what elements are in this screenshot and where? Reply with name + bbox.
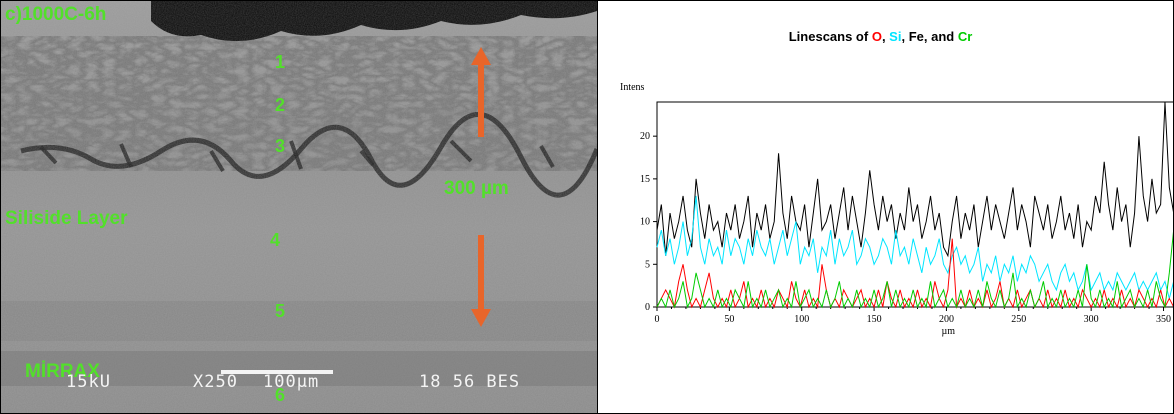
x-tick-label: 250: [1011, 314, 1026, 325]
scale-readout: 100µm: [263, 372, 320, 392]
x-tick-label: 300: [1084, 314, 1099, 325]
thickness-label: 300 µm: [444, 178, 509, 199]
linescan-title-prefix: Linescans of: [788, 29, 872, 44]
y-tick-label: 15: [640, 174, 650, 185]
brand-label: MİRRAX: [25, 361, 100, 382]
frame-id-readout: 18 56 BES: [419, 372, 521, 392]
y-axis-label: Intens: [620, 82, 645, 93]
y-tick-label: 5: [645, 259, 650, 270]
sem-micrograph: c)1000C-6h 1 2 3 4 5 6 Siliside Layer 30…: [1, 1, 597, 413]
x-tick-label: 0: [655, 314, 660, 325]
thickness-arrows: [221, 47, 491, 374]
linescan-title: Linescans of O, Si, Fe, and Cr: [598, 29, 1163, 44]
y-tick-label: 10: [640, 217, 650, 228]
series-line-1: [656, 195, 1173, 299]
layer-number-1: 1: [275, 52, 286, 72]
series-line-0: [656, 101, 1173, 258]
linescan-title-part-3: , Fe, and: [901, 29, 958, 44]
layer-number-2: 2: [275, 95, 286, 115]
series-line-3: [656, 231, 1173, 309]
micrograph-title: c)1000C-6h: [5, 4, 107, 25]
x-axis-label: µm: [941, 326, 955, 337]
magnification-readout: X250: [193, 372, 238, 392]
x-tick-label: 150: [867, 314, 882, 325]
linescan-panel: Linescans of O, Si, Fe, and Cr Intens µm 0…: [598, 1, 1173, 413]
layer-number-6: 6: [275, 385, 286, 405]
layer-number-3: 3: [275, 136, 286, 156]
voltage-readout: 15kU: [66, 372, 111, 392]
arrow-down: [471, 235, 491, 327]
arrow-up: [471, 47, 491, 137]
y-tick-label: 0: [645, 302, 650, 313]
y-tick-label: 20: [640, 131, 650, 142]
panel-divider: [597, 0, 598, 414]
micrograph-image: [1, 1, 597, 413]
layer-number-5: 5: [275, 301, 286, 321]
x-tick-label: 200: [939, 314, 954, 325]
x-tick-label: 100: [794, 314, 809, 325]
linescan-title-part-4: Cr: [957, 29, 973, 44]
linescan-title-part-0: O: [871, 29, 882, 44]
linescan-title-part-2: Si: [889, 29, 902, 44]
plot-area: [656, 101, 1173, 308]
layer-number-4: 4: [270, 230, 281, 250]
linescan-title-part-1: ,: [881, 29, 890, 44]
x-tick-label: 350: [1156, 314, 1171, 325]
scale-bar: [221, 370, 333, 374]
x-tick-label: 50: [724, 314, 734, 325]
siliside-layer-label: Siliside Layer: [5, 208, 128, 229]
